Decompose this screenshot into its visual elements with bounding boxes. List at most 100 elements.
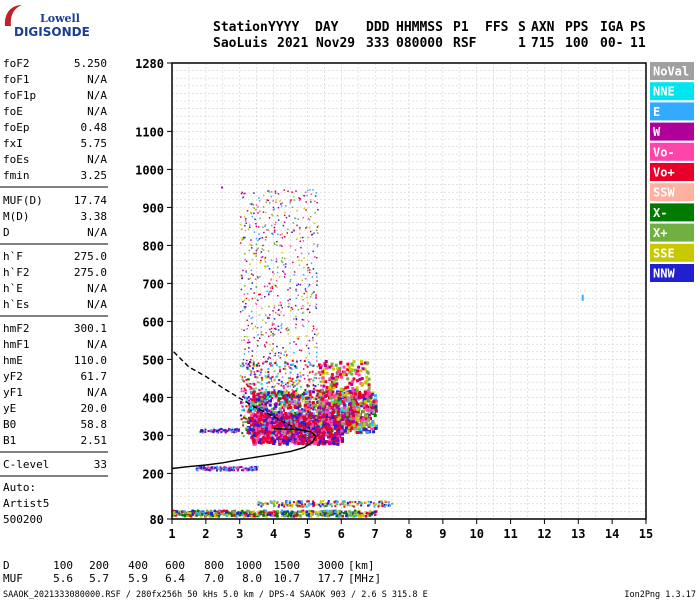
echo-point — [257, 510, 260, 514]
echo-point — [302, 391, 306, 395]
echo-point — [316, 276, 318, 278]
echo-point — [296, 406, 300, 410]
echo-point — [317, 430, 321, 434]
echo-point — [300, 307, 303, 310]
echo-point — [220, 431, 223, 434]
echo-point — [294, 304, 297, 307]
echo-point — [341, 417, 345, 421]
echo-point — [299, 284, 302, 286]
echo-point — [249, 397, 252, 400]
echo-point — [343, 414, 347, 418]
echo-point — [315, 294, 317, 296]
echo-point — [268, 513, 272, 517]
echo-point — [200, 465, 203, 468]
echo-point — [362, 422, 366, 426]
echo-point — [250, 239, 252, 241]
echo-point — [275, 417, 279, 421]
echo-point — [297, 435, 301, 439]
echo-point — [262, 405, 266, 409]
echo-point — [355, 414, 359, 418]
echo-point — [250, 361, 252, 364]
echo-point — [195, 467, 198, 470]
echo-point — [370, 411, 374, 415]
echo-point — [325, 385, 329, 389]
echo-point — [280, 401, 283, 404]
legend-label: NNE — [653, 85, 675, 99]
echo-point — [280, 203, 282, 205]
echo-point — [290, 306, 293, 309]
echo-point — [252, 402, 255, 405]
echo-point — [283, 415, 287, 419]
echo-point — [316, 334, 318, 336]
echo-point — [253, 514, 257, 518]
echo-point — [278, 503, 281, 506]
echo-point — [250, 211, 252, 214]
echo-point — [244, 389, 247, 392]
echo-point — [249, 390, 253, 394]
echo-point — [334, 510, 337, 513]
echo-point — [191, 513, 194, 516]
echo-point — [251, 322, 253, 325]
digisonde-logo: Lowell DIGISONDE — [4, 5, 90, 39]
echo-point — [323, 505, 326, 508]
echo-point — [260, 331, 263, 333]
echo-point — [319, 505, 322, 508]
echo-point — [251, 469, 254, 472]
echo-point — [294, 365, 297, 368]
echo-point — [273, 411, 277, 415]
echo-point — [307, 285, 310, 288]
echo-point — [196, 469, 199, 472]
echo-point — [312, 364, 315, 367]
echo-point — [321, 437, 325, 441]
echo-point — [203, 468, 206, 471]
echo-point — [204, 512, 208, 515]
footer-info: SAAOK_2021333080000.RSF / 280fx256h 50 k… — [3, 590, 428, 600]
echo-point — [301, 312, 304, 315]
echo-point — [274, 408, 277, 411]
header-value: 333 — [366, 36, 389, 51]
echo-point — [244, 421, 247, 424]
echo-point — [316, 280, 318, 282]
echo-point — [243, 396, 246, 399]
echo-point — [281, 397, 284, 400]
echo-point — [357, 425, 361, 429]
echo-point — [256, 345, 259, 347]
echo-point — [307, 269, 309, 272]
echo-point — [309, 226, 311, 229]
echo-point — [296, 375, 299, 378]
echo-point — [284, 266, 287, 268]
echo-point — [258, 314, 261, 316]
echo-point — [277, 397, 281, 401]
echo-point — [348, 422, 352, 426]
echo-point — [280, 324, 282, 327]
echo-point — [275, 512, 279, 516]
header-value: RSF — [453, 36, 477, 51]
echo-point — [255, 364, 258, 367]
echo-point — [284, 211, 286, 214]
echo-point — [281, 502, 284, 505]
echo-point — [356, 410, 360, 414]
echo-point — [351, 387, 355, 391]
echo-point — [252, 440, 256, 444]
echo-point — [248, 224, 251, 226]
echo-point — [291, 427, 295, 431]
param-name: yF2 — [3, 370, 23, 383]
echo-point — [269, 431, 273, 435]
echo-point — [270, 512, 274, 515]
echo-point — [192, 511, 196, 514]
echo-point — [261, 307, 263, 310]
echo-point — [343, 411, 347, 415]
echo-point — [207, 466, 210, 469]
echo-point — [280, 311, 282, 313]
echo-point — [314, 211, 316, 214]
echo-point — [249, 386, 252, 389]
echo-point — [364, 381, 368, 385]
echo-point — [266, 512, 270, 515]
echo-point — [244, 427, 247, 430]
echo-point — [368, 430, 372, 434]
echo-point — [316, 346, 318, 349]
echo-point — [370, 427, 374, 431]
echo-point — [260, 421, 263, 424]
echo-point — [316, 514, 320, 518]
